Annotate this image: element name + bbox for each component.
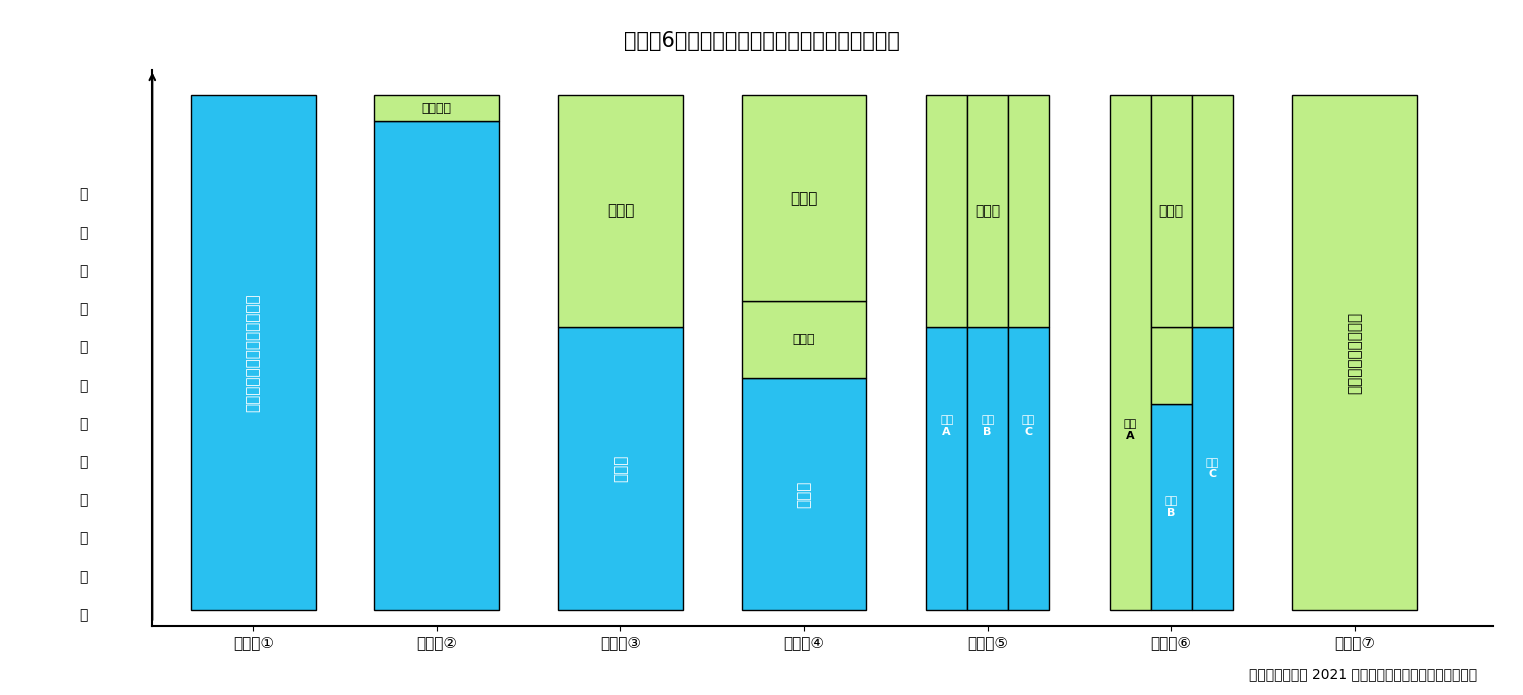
Text: 職種
C: 職種 C (1022, 415, 1036, 437)
Text: 一般職: 一般職 (797, 480, 812, 508)
Text: 務: 務 (79, 455, 88, 469)
Bar (926, 327, 967, 610)
Bar (1008, 95, 1049, 327)
Bar (742, 378, 867, 610)
Bar (557, 327, 682, 610)
Bar (190, 95, 315, 610)
Bar (1191, 327, 1232, 610)
Bar (1293, 95, 1418, 610)
Text: 一般職: 一般職 (793, 334, 815, 346)
Text: 職種
A: 職種 A (940, 415, 953, 437)
Text: 管理職: 管理職 (1159, 204, 1183, 218)
Bar (1151, 327, 1191, 404)
Text: 管理職: 管理職 (975, 204, 1001, 218)
Text: 高度人材: 高度人材 (422, 101, 452, 115)
Bar (742, 95, 867, 301)
Bar (742, 301, 867, 378)
Text: 管理職: 管理職 (606, 204, 634, 218)
Bar (375, 95, 500, 121)
Text: レ: レ (79, 493, 88, 507)
Text: 職種
B: 職種 B (981, 415, 995, 437)
Text: 格: 格 (79, 226, 88, 240)
Bar (1191, 95, 1232, 327)
Text: 職: 職 (79, 417, 88, 431)
Text: メンバーシップ型（全社員）: メンバーシップ型（全社員） (245, 293, 260, 412)
Bar (967, 327, 1008, 610)
Bar (375, 121, 500, 610)
Text: 等: 等 (79, 608, 88, 622)
Bar (1008, 327, 1049, 610)
Bar (967, 95, 1008, 327)
Text: 等: 等 (79, 302, 88, 316)
Text: 職種
B: 職種 B (1165, 496, 1177, 518)
Text: ジョブ型（全社員）: ジョブ型（全社員） (1348, 311, 1363, 393)
Text: 職種
A: 職種 A (1124, 419, 1138, 441)
Bar (926, 95, 967, 327)
Bar (1151, 404, 1191, 610)
Text: 級: 級 (79, 341, 88, 354)
Bar (557, 95, 682, 327)
Text: ベ: ベ (79, 532, 88, 546)
Text: ・: ・ (79, 379, 88, 393)
Text: ル: ル (79, 570, 88, 584)
Text: 職種
C: 職種 C (1206, 458, 1218, 480)
Text: （図袄6）「自社型」雇用システムのイメージ図: （図袄6）「自社型」雇用システムのイメージ図 (623, 31, 900, 51)
Text: （資料）経団連 2021 年版経営労働政策特別委員会報告: （資料）経団連 2021 年版経営労働政策特別委員会報告 (1249, 667, 1477, 681)
Text: 管理職: 管理職 (790, 190, 818, 206)
Text: 資: 資 (79, 188, 88, 202)
Text: 一般職: 一般職 (612, 455, 627, 482)
Bar (1110, 95, 1151, 610)
Bar (1151, 95, 1191, 327)
Text: ・: ・ (79, 264, 88, 278)
